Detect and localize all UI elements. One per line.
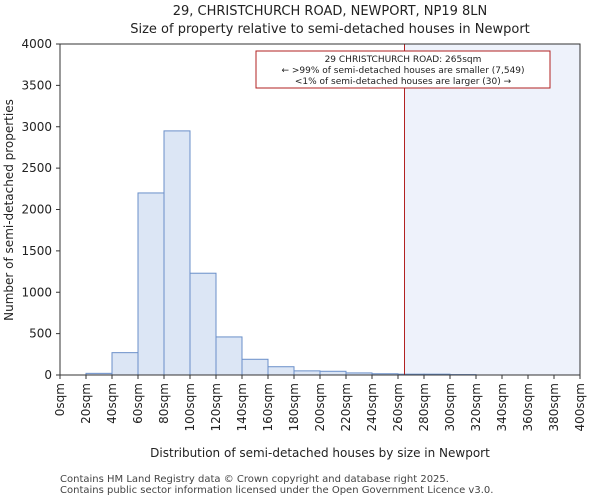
y-tick-label: 1500: [21, 244, 52, 258]
y-tick-label: 1000: [21, 285, 52, 299]
y-axis-ticks: 0 500 1000 1500 2000 2500 3000 3500 4000: [21, 37, 60, 382]
y-tick-label: 3500: [21, 78, 52, 92]
chart-title: 29, CHRISTCHURCH ROAD, NEWPORT, NP19 8LN: [173, 4, 488, 19]
annotation-box: 29 CHRISTCHURCH ROAD: 265sqm ← >99% of s…: [255, 50, 551, 89]
y-axis-label: Number of semi-detached properties: [2, 99, 16, 321]
bar-40sqm: [111, 352, 139, 376]
x-tick-label: 380sqm: [547, 383, 561, 431]
x-tick-label: 160sqm: [261, 383, 275, 431]
y-tick-label: 500: [29, 327, 52, 341]
x-tick-label: 220sqm: [339, 383, 353, 431]
bar-80sqm: [163, 130, 191, 376]
plot-background: [404, 44, 580, 375]
bar-180sqm: [293, 370, 321, 376]
x-tick-label: 260sqm: [391, 383, 405, 431]
annotation-line-1: 29 CHRISTCHURCH ROAD: 265sqm: [325, 55, 482, 65]
x-tick-label: 60sqm: [131, 383, 145, 424]
bar-140sqm: [241, 358, 269, 376]
histogram-bars: [85, 130, 477, 376]
x-axis-ticks: 0sqm 20sqm 40sqm 60sqm 80sqm 100sqm 120sqm 140s…: [53, 375, 587, 431]
highlight-region: [404, 44, 580, 375]
annotation-line-2: ← >99% of semi-detached houses are small…: [281, 66, 524, 76]
x-tick-label: 100sqm: [183, 383, 197, 431]
bar-60sqm: [137, 192, 165, 376]
x-tick-label: 300sqm: [443, 383, 457, 431]
x-tick-label: 0sqm: [53, 383, 67, 416]
x-tick-label: 200sqm: [313, 383, 327, 431]
x-axis-label: Distribution of semi-detached houses by …: [150, 446, 490, 460]
x-tick-label: 40sqm: [105, 383, 119, 424]
bar-200sqm: [319, 370, 347, 376]
y-tick-label: 4000: [21, 37, 52, 51]
footer-line-2: Contains public sector information licen…: [60, 485, 493, 496]
y-tick-label: 2000: [21, 203, 52, 217]
x-tick-label: 280sqm: [417, 383, 431, 431]
x-tick-label: 240sqm: [365, 383, 379, 431]
x-tick-label: 120sqm: [209, 383, 223, 431]
x-tick-label: 320sqm: [469, 383, 483, 431]
bar-120sqm: [215, 336, 243, 376]
y-tick-label: 2500: [21, 161, 52, 175]
x-tick-label: 400sqm: [573, 383, 587, 431]
x-tick-label: 140sqm: [235, 383, 249, 431]
annotation-line-3: <1% of semi-detached houses are larger (…: [295, 77, 512, 87]
x-tick-label: 20sqm: [79, 383, 93, 424]
y-tick-label: 3000: [21, 120, 52, 134]
x-tick-label: 180sqm: [287, 383, 301, 431]
chart-subtitle: Size of property relative to semi-detach…: [130, 22, 530, 37]
bar-160sqm: [267, 366, 295, 376]
bar-100sqm: [189, 272, 217, 376]
y-tick-label: 0: [44, 368, 52, 382]
x-tick-label: 340sqm: [495, 383, 509, 431]
footer-line-1: Contains HM Land Registry data © Crown c…: [60, 474, 449, 485]
x-tick-label: 360sqm: [521, 383, 535, 431]
x-tick-label: 80sqm: [157, 383, 171, 424]
